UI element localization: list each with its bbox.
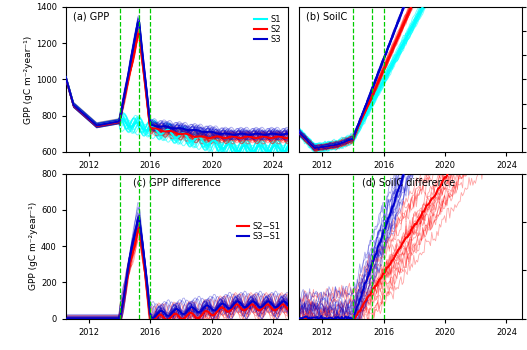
Text: (d) SoilC difference: (d) SoilC difference xyxy=(362,178,455,188)
Y-axis label: GPP (gC m⁻²year⁻¹): GPP (gC m⁻²year⁻¹) xyxy=(29,202,38,290)
Legend: S1, S2, S3: S1, S2, S3 xyxy=(251,11,284,47)
Legend: S2−S1, S3−S1: S2−S1, S3−S1 xyxy=(233,219,284,245)
Y-axis label: GPP (gC m⁻²year⁻¹): GPP (gC m⁻²year⁻¹) xyxy=(24,35,33,124)
Text: (b) SoilC: (b) SoilC xyxy=(306,11,347,21)
Text: (a) GPP: (a) GPP xyxy=(73,11,109,21)
Text: (c) GPP difference: (c) GPP difference xyxy=(133,178,220,188)
